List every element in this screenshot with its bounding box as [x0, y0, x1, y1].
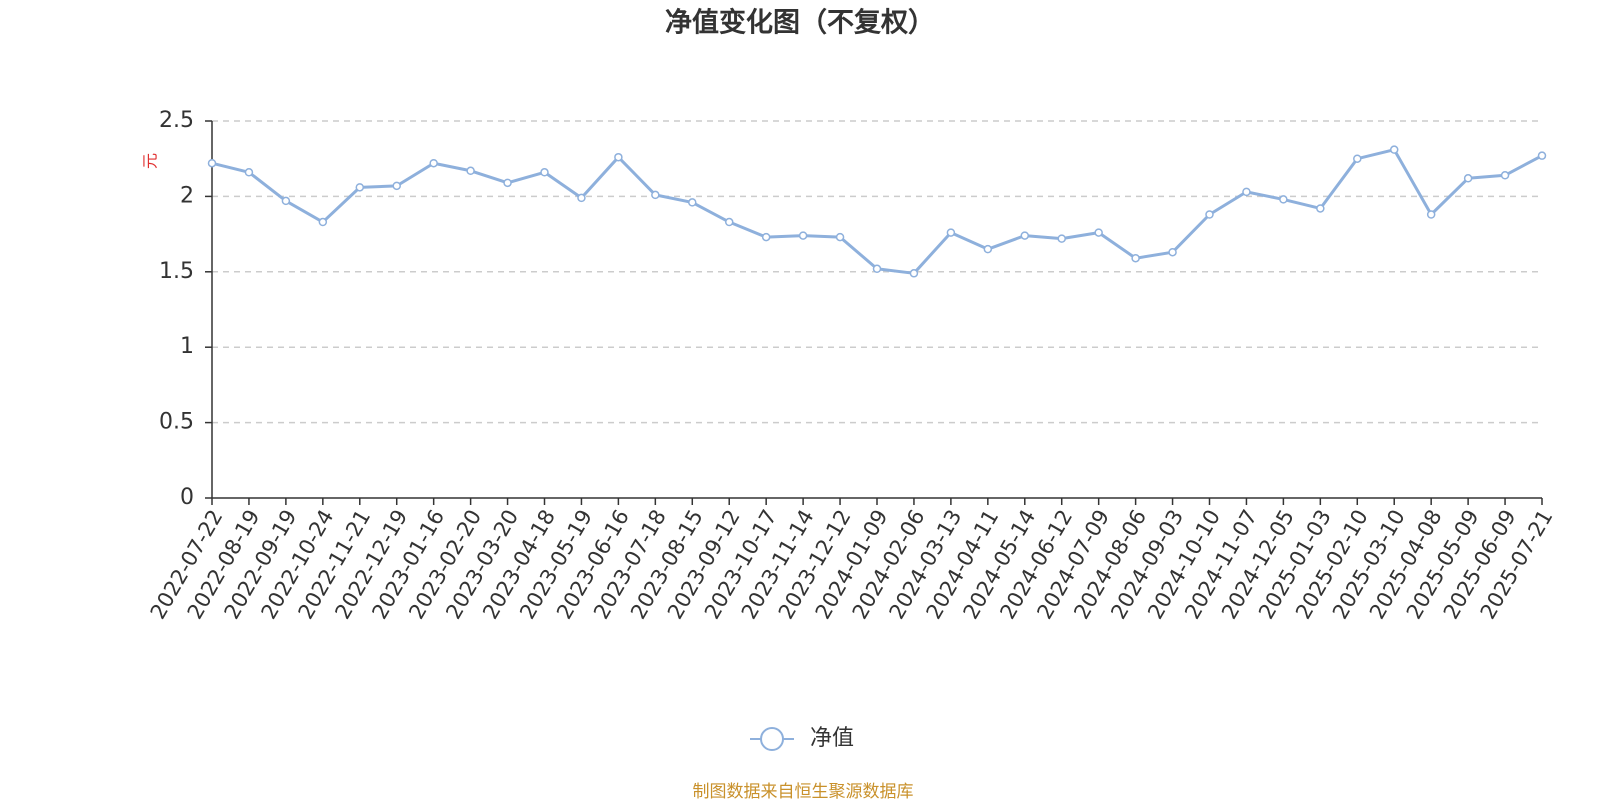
point: [318, 217, 328, 227]
point: [392, 181, 401, 191]
point: [1057, 234, 1066, 243]
point: [281, 196, 291, 206]
point: [983, 244, 993, 254]
point: [1094, 228, 1103, 237]
point: [540, 168, 549, 177]
legend-marker: [760, 727, 784, 751]
point: [614, 152, 623, 162]
point: [1131, 253, 1140, 263]
line: [211, 148, 1543, 275]
legend-label: 净值: [810, 726, 854, 751]
point: [835, 232, 845, 242]
point: [1426, 210, 1436, 219]
point: [946, 228, 956, 237]
point: [1316, 204, 1325, 213]
point: [1500, 171, 1510, 180]
y-tick-label: 0.5: [159, 410, 194, 435]
point: [355, 183, 365, 192]
y-tick-label: 2: [180, 183, 194, 208]
point: [909, 269, 919, 278]
point: [688, 198, 697, 207]
point: [1205, 210, 1214, 219]
point: [577, 193, 586, 203]
point: [651, 190, 660, 200]
point: [1020, 231, 1030, 240]
point: [503, 178, 512, 188]
point: [1389, 145, 1399, 154]
y-tick-label: 2.5: [159, 108, 194, 133]
point: [244, 168, 254, 177]
source-note: 制图数据来自恒生聚源数据库: [693, 782, 914, 800]
point: [1279, 195, 1288, 204]
point: [1353, 154, 1362, 163]
point: [429, 158, 438, 168]
point: [761, 232, 771, 242]
point: [1463, 174, 1473, 183]
point: [798, 231, 808, 240]
y-tick-label: 1: [180, 334, 194, 359]
y-axis-label: 元: [141, 153, 160, 169]
point: [1242, 187, 1251, 197]
y-tick-label: 0: [180, 485, 194, 510]
point: [207, 158, 217, 168]
chart-title: 净值变化图（不复权）: [665, 7, 935, 39]
point: [1168, 247, 1177, 257]
point: [872, 264, 882, 274]
point: [724, 217, 734, 227]
y-tick-label: 1.5: [159, 259, 194, 284]
point: [1537, 151, 1547, 160]
point: [466, 166, 475, 176]
